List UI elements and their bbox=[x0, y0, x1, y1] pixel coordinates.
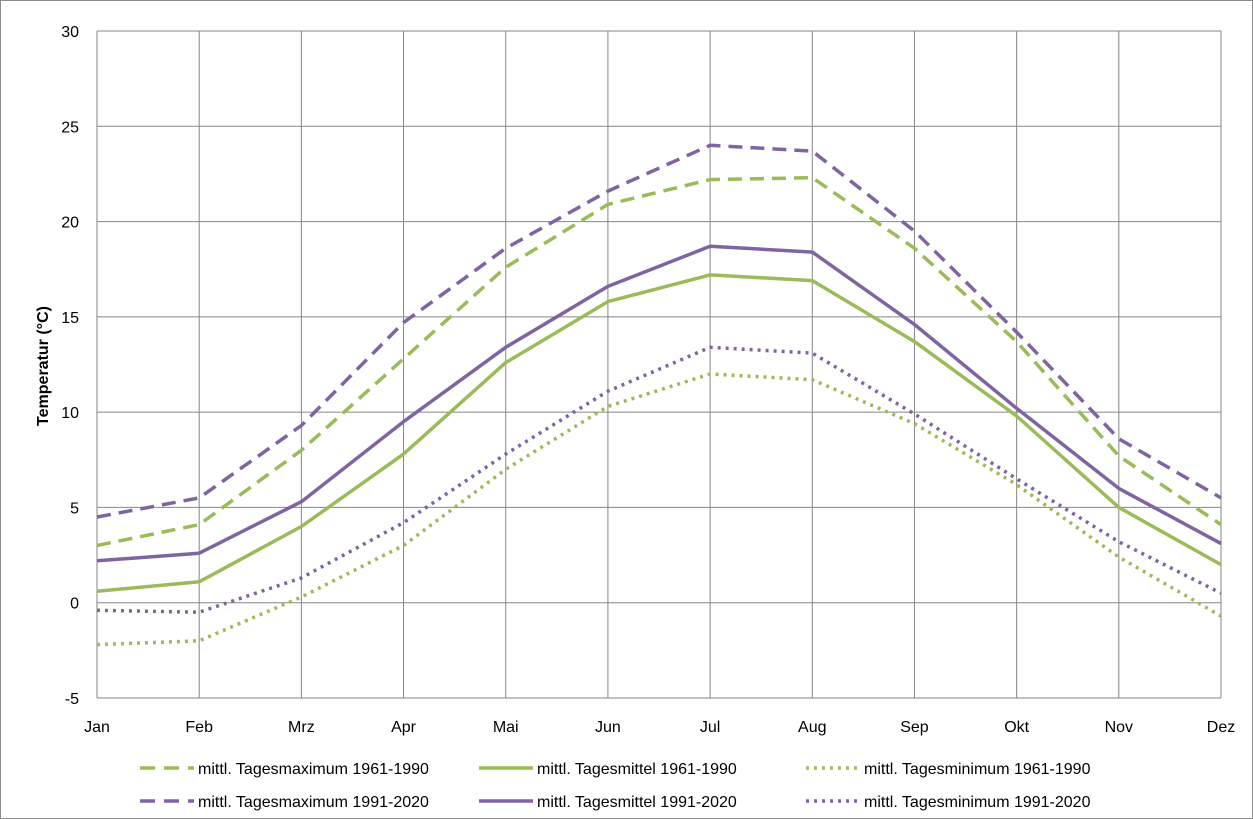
series-line-4 bbox=[96, 143, 1222, 519]
y-tick-label: 20 bbox=[61, 215, 79, 232]
legend: mittl. Tagesmaximum 1961-1990 mittl. Tage… bbox=[140, 761, 1091, 811]
series-line-5 bbox=[96, 244, 1222, 563]
x-tick-label: Okt bbox=[1004, 719, 1029, 736]
x-tick-label: Mai bbox=[493, 719, 519, 736]
y-tick-label: 30 bbox=[61, 24, 79, 41]
x-tick-label: Sep bbox=[900, 719, 929, 736]
y-axis-label: Temperatur (°C) bbox=[35, 306, 52, 426]
legend-label: mittl. Tagesmaximum 1961-1990 bbox=[198, 761, 429, 778]
y-tick-label: 15 bbox=[61, 310, 79, 327]
x-tick-label: Jan bbox=[84, 719, 110, 736]
y-tick-label: -5 bbox=[65, 691, 79, 708]
x-axis-tick-labels: Jan Feb Mrz Apr Mai Jun Jul Aug Sep Okt Nov Dez bbox=[84, 719, 1235, 736]
x-tick-label: Dez bbox=[1207, 719, 1235, 736]
x-tick-label: Mrz bbox=[288, 719, 315, 736]
x-tick-label: Nov bbox=[1105, 719, 1133, 736]
gridlines bbox=[96, 30, 1222, 699]
x-tick-label: Apr bbox=[391, 719, 417, 736]
series-line-1 bbox=[96, 175, 1222, 548]
series-line-2 bbox=[96, 273, 1222, 594]
x-tick-label: Jun bbox=[595, 719, 621, 736]
x-tick-label: Jul bbox=[700, 719, 720, 736]
y-tick-label: 5 bbox=[70, 500, 79, 517]
legend-label: mittl. Tagesmaximum 1991-2020 bbox=[198, 794, 429, 811]
x-tick-label: Feb bbox=[185, 719, 213, 736]
y-tick-label: 10 bbox=[61, 405, 79, 422]
y-tick-label: 0 bbox=[70, 596, 79, 613]
legend-label: mittl. Tagesmittel 1961-1990 bbox=[537, 761, 737, 778]
series-line-6 bbox=[96, 345, 1222, 614]
series-lines bbox=[96, 143, 1222, 647]
legend-label: mittl. Tagesmittel 1991-2020 bbox=[537, 794, 737, 811]
y-tick-label: 25 bbox=[61, 119, 79, 136]
x-tick-label: Aug bbox=[798, 719, 826, 736]
series-line-3 bbox=[96, 372, 1222, 647]
legend-label: mittl. Tagesminimum 1991-2020 bbox=[864, 794, 1091, 811]
y-axis-tick-labels: -5 0 5 10 15 20 25 30 bbox=[61, 24, 79, 708]
legend-label: mittl. Tagesminimum 1961-1990 bbox=[864, 761, 1091, 778]
